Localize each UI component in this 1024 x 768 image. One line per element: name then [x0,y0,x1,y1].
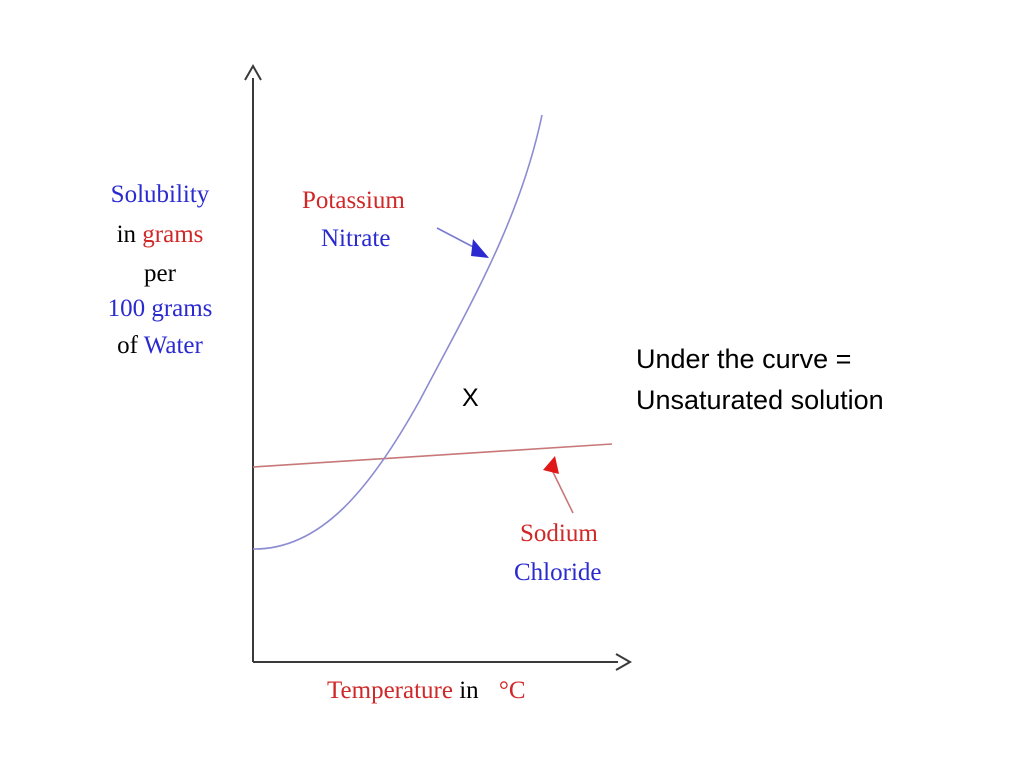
ylabel-grams: grams [142,221,204,248]
sodium-label: Sodium [520,520,598,547]
ylabel-line-5: of Water [60,333,260,358]
nitrate-label: Nitrate [321,225,391,252]
potassium-nitrate-arrow-line [436,227,480,251]
ylabel-line-4: 100 grams [60,296,260,321]
ylabel-line-3: per [60,261,260,286]
annotation-line-1: Under the curve = [636,344,852,374]
xlabel: Temperature in °C [327,678,526,703]
xlabel-celsius: °C [498,677,526,704]
sodium-chloride-arrow-line [551,469,574,514]
ylabel-solubility: Solubility [110,181,210,208]
annotation-line-2: Unsaturated solution [636,385,884,415]
ylabel-per: per [144,260,176,287]
series-line-sodium-chloride [252,443,613,468]
point-marker-x: X [462,384,479,412]
ylabel-in: in [116,221,137,248]
ylabel-of: of [117,332,138,359]
x-axis-arrowhead [615,653,633,671]
ylabel-line-1: Solubility [60,182,260,207]
chloride-label: Chloride [514,559,602,586]
ylabel-water: Water [143,332,203,359]
potassium-label: Potassium [302,187,405,214]
sodium-chloride-arrowhead [543,456,559,474]
xlabel-temperature: Temperature [327,677,453,704]
y-axis-arrowhead [244,63,262,81]
series-line-potassium-nitrate [252,114,543,550]
ylabel-line-2: in grams [60,222,260,247]
ylabel-100-grams: 100 grams [107,295,213,322]
potassium-nitrate-arrowhead [471,239,489,258]
xlabel-in: in [459,677,479,704]
